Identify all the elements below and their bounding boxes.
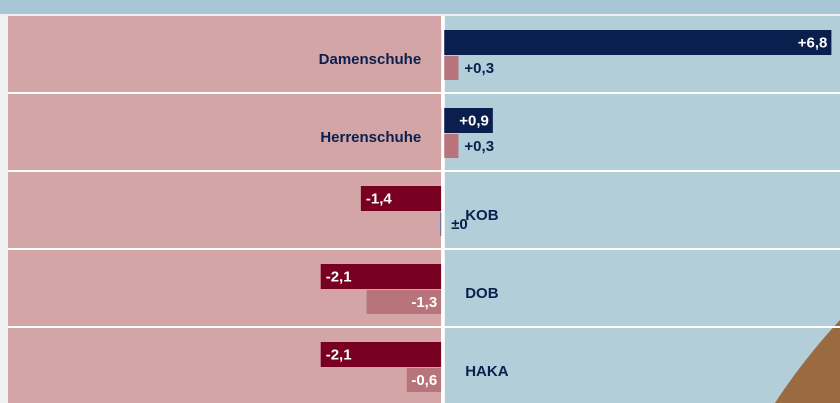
value-label: -2,1 [326, 268, 352, 285]
category-label: KOB [465, 207, 499, 224]
category-label: Damenschuhe [319, 51, 422, 68]
row-separator [8, 170, 840, 172]
category-label: HAKA [465, 363, 508, 380]
value-label: -2,1 [326, 346, 352, 363]
row-separator [8, 248, 840, 250]
row-separator [8, 92, 840, 94]
value-label: +6,8 [798, 34, 828, 51]
value-label: -0,6 [411, 372, 437, 389]
value-label: ±0 [451, 216, 468, 233]
zero-axis [441, 16, 444, 403]
value-label: -1,4 [366, 190, 393, 207]
value-label: +0,3 [464, 138, 494, 155]
category-label: Herrenschuhe [320, 129, 421, 146]
positive-panel [445, 16, 840, 403]
top-strip [0, 0, 840, 14]
value-label: -1,3 [411, 294, 437, 311]
value-label: +0,9 [459, 112, 489, 129]
bar [441, 30, 831, 55]
chart: Damenschuhe +6,8 +0,3 Herrenschuhe +0,9 +0,3 K… [0, 0, 840, 403]
row-separator [8, 326, 840, 328]
category-label: DOB [465, 285, 499, 302]
value-label: +0,3 [464, 60, 494, 77]
